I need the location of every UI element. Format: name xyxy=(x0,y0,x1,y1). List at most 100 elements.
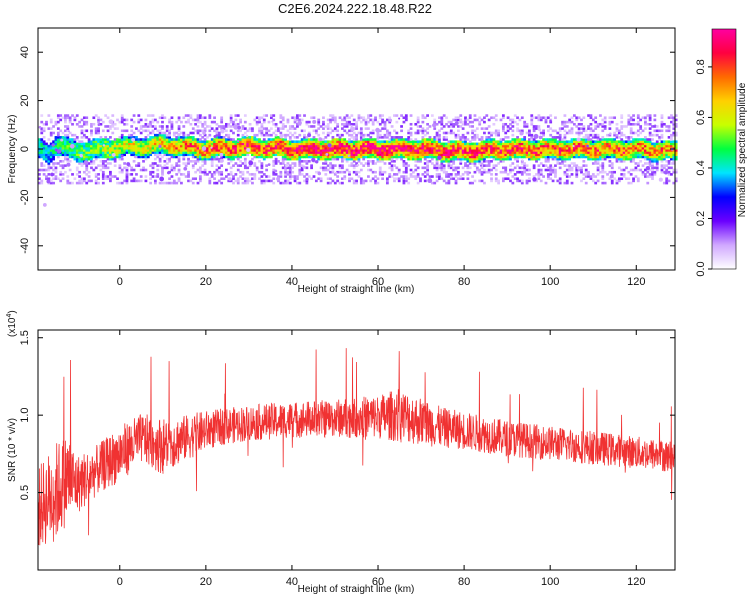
spectrogram-cell xyxy=(248,122,252,126)
spectrogram-cell xyxy=(90,129,93,133)
spectrogram-cell xyxy=(246,144,250,148)
spectrogram-cell xyxy=(258,160,261,163)
spectrogram-cell xyxy=(54,140,58,143)
spectrogram-cell xyxy=(367,162,370,165)
spectrogram-cell xyxy=(161,131,164,135)
spectrogram-cell xyxy=(206,136,209,139)
colorbar-label: Normalized spectral amplitude xyxy=(737,82,748,217)
spectrogram-cell xyxy=(201,144,205,148)
spectrogram-cell xyxy=(213,144,216,148)
spectrogram-cell xyxy=(390,136,394,139)
spectrogram-cell xyxy=(348,170,351,174)
spectrogram-cell xyxy=(284,173,287,176)
spectrogram-cell xyxy=(430,144,434,148)
spectrogram-cell xyxy=(61,146,65,150)
spectrogram-cell xyxy=(66,133,70,137)
spectrogram-cell xyxy=(262,114,266,117)
spectrogram-cell xyxy=(497,162,501,165)
spectrogram-cell xyxy=(225,153,228,157)
spectrogram-cell xyxy=(324,157,328,161)
spectrogram-cell xyxy=(78,140,82,143)
spectrogram-cell xyxy=(549,144,553,148)
spectrogram-cell xyxy=(537,168,541,172)
spectrogram-cell xyxy=(575,131,579,135)
spectrogram-cell xyxy=(483,149,486,152)
spectrogram-speck xyxy=(538,135,543,140)
spectrogram-cell xyxy=(300,151,304,154)
spectrogram-cell xyxy=(537,173,541,176)
spectrogram-cell xyxy=(570,120,574,124)
spectrogram-cell xyxy=(87,142,91,146)
spectrogram-cell xyxy=(177,142,181,146)
spectrogram-cell xyxy=(423,129,427,133)
spectrogram-cell xyxy=(627,118,631,122)
spectrogram-cell xyxy=(101,175,105,178)
spectrogram-cell xyxy=(674,168,678,172)
spectrogram-cell xyxy=(45,146,48,150)
spectrogram-cell xyxy=(137,155,141,159)
spectrogram-cell xyxy=(78,142,82,146)
spectrogram-cell xyxy=(99,118,103,122)
spectrogram-cell xyxy=(580,149,583,152)
spectrogram-cell xyxy=(561,149,564,152)
spectrogram-cell xyxy=(644,149,647,152)
spectrogram-cell xyxy=(369,136,373,139)
spectrogram-cell xyxy=(288,153,292,157)
spectrogram-cell xyxy=(627,149,631,152)
spectrogram-x-tick-label: 100 xyxy=(541,276,559,288)
spectrogram-cell xyxy=(56,136,60,139)
spectrogram-cell xyxy=(47,127,51,130)
spectrogram-cell xyxy=(672,120,676,124)
spectrogram-cell xyxy=(284,153,287,157)
spectrogram-cell xyxy=(371,118,375,122)
spectrogram-cell xyxy=(438,175,441,178)
spectrogram-cell xyxy=(222,142,226,146)
spectrogram-cell xyxy=(591,155,595,159)
spectrogram-cell xyxy=(71,181,74,185)
spectrogram-cell xyxy=(558,129,562,133)
spectrogram-cell xyxy=(279,131,283,135)
spectrogram-cell xyxy=(303,129,306,133)
spectrogram-cell xyxy=(277,138,280,141)
spectrogram-cell xyxy=(492,164,496,167)
spectrogram-cell xyxy=(326,164,330,167)
spectrogram-cell xyxy=(47,151,51,154)
spectrogram-cell xyxy=(419,149,422,152)
spectrogram-cell xyxy=(625,125,628,128)
spectrogram-cell xyxy=(438,129,441,133)
spectrogram-cell xyxy=(255,140,259,143)
spectrogram-cell xyxy=(104,166,108,170)
spectrogram-cell xyxy=(336,157,340,161)
spectrogram-cell xyxy=(582,160,586,163)
spectrogram-cell xyxy=(194,170,198,174)
spectrogram-cell xyxy=(615,144,619,148)
spectrogram-cell xyxy=(625,151,628,154)
spectrogram-cell xyxy=(99,142,103,146)
spectrogram-cell xyxy=(359,136,363,139)
spectrogram-cell xyxy=(629,173,633,176)
spectrogram-cell xyxy=(191,127,195,130)
spectrogram-cell xyxy=(291,142,295,146)
spectrogram-cell xyxy=(487,164,491,167)
spectrogram-cell xyxy=(556,160,560,163)
spectrogram-cell xyxy=(393,179,396,183)
spectrogram-cell xyxy=(125,138,129,141)
spectrogram-cell xyxy=(66,151,70,154)
spectrogram-cell xyxy=(142,160,145,163)
spectrogram-cell xyxy=(163,144,167,148)
spectrogram-cell xyxy=(326,151,330,154)
spectrogram-cell xyxy=(310,144,313,148)
spectrogram-cell xyxy=(243,146,247,150)
spectrogram-cell xyxy=(203,120,207,124)
spectrogram-cell xyxy=(120,118,124,122)
spectrogram-cell xyxy=(622,160,626,163)
spectrogram-cell xyxy=(253,149,257,152)
spectrogram-cell xyxy=(509,151,512,154)
spectrogram-cell xyxy=(239,170,242,174)
spectrogram-cell xyxy=(468,116,472,120)
spectrogram-cell xyxy=(310,142,313,146)
spectrogram-cell xyxy=(310,125,313,128)
spectrogram-cell xyxy=(116,177,119,181)
spectrogram-cell xyxy=(516,157,519,161)
spectrogram-cell xyxy=(388,131,392,135)
